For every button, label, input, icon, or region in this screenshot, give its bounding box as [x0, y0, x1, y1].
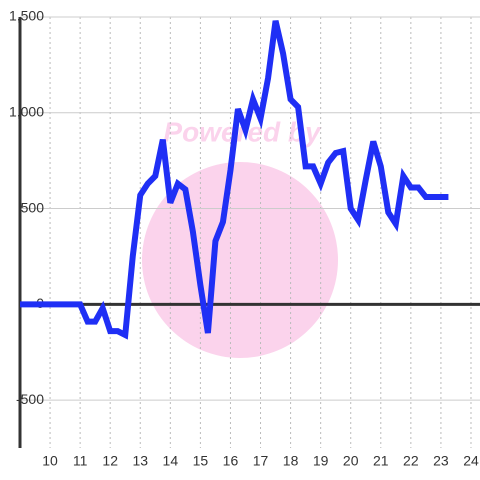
y-tick-label: -500 [16, 391, 44, 407]
x-tick-label: 23 [433, 453, 449, 469]
x-tick-label: 15 [193, 453, 209, 469]
y-tick-label: 500 [21, 199, 45, 215]
y-tick-label: 1,000 [9, 103, 44, 119]
x-tick-label: 10 [42, 453, 58, 469]
x-tick-label: 22 [403, 453, 419, 469]
x-tick-label: 17 [253, 453, 269, 469]
x-tick-label: 18 [283, 453, 299, 469]
x-tick-label: 19 [313, 453, 329, 469]
x-tick-label: 13 [132, 453, 148, 469]
x-tick-label: 24 [463, 453, 479, 469]
x-tick-label: 12 [102, 453, 118, 469]
x-tick-label: 20 [343, 453, 359, 469]
x-tick-label: 21 [373, 453, 389, 469]
y-tick-label: 1,500 [9, 8, 44, 24]
x-tick-label: 14 [163, 453, 179, 469]
data-line [20, 20, 449, 340]
x-tick-label: 16 [223, 453, 239, 469]
x-tick-label: 11 [73, 453, 88, 469]
